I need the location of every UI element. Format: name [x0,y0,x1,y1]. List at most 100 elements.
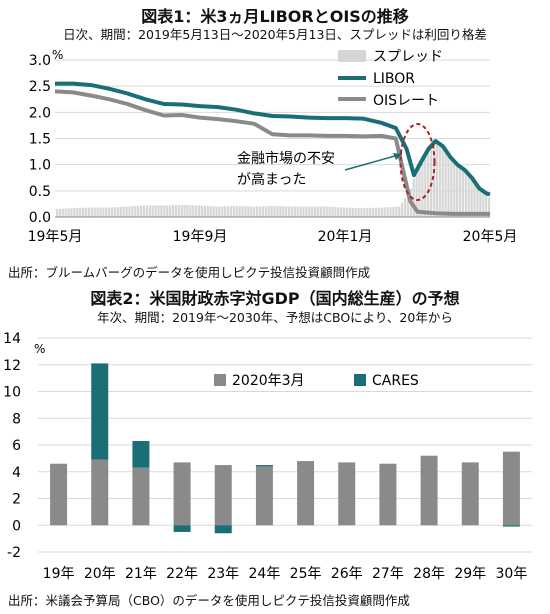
chart1-spread-bar [334,207,337,217]
chart2-bar-base [214,465,232,526]
chart1-xtick-label: 20年5月 [463,229,518,245]
chart1-spread-bar [183,205,186,217]
chart1-legend-label-libor: LIBOR [373,71,415,87]
chart1-spread-bar [406,194,409,217]
chart1-spread-bar [447,151,450,217]
chart1-ytick-label: 2.5 [29,79,51,95]
chart1-spread-bar [229,206,233,217]
chart1-spread-bar [84,207,88,217]
chart1-title: 図表1：米3ヵ月LIBORとOISの推移 [141,7,409,26]
chart2-ytick-label: -2 [7,545,21,561]
chart1-spread-bar [351,207,354,217]
chart1-spread-bar [308,206,311,217]
chart1-spread-bar [450,156,453,217]
chart2-xtick-label: 19年 [43,566,75,582]
chart1-spread-bar [479,187,482,217]
chart1-spread-bar [270,206,273,217]
chart1-ytick-label: 0.5 [29,184,51,200]
chart1-spread-bar [64,208,67,217]
chart1-spread-bar [380,207,383,217]
chart1-spread-bar [322,206,325,217]
chart1-spread-bar [395,206,398,217]
chart1-spread-bar [360,208,363,217]
chart1-spread-bar [241,206,244,217]
chart1-spread-bar [369,207,372,217]
chart1-spread-bar [93,207,96,217]
chart1-spread-bar [383,207,386,217]
chart1-spread-bar [485,194,488,217]
chart2-source: 出所：米議会予算局（CBO）のデータを使用しピクテ投信投資顧問作成 [8,593,410,608]
chart1-spread-bar [293,206,296,217]
chart1-ytick-label: 2.0 [29,105,51,121]
chart2-xtick-label: 25年 [290,566,322,582]
chart1-spread-bar [372,207,375,217]
chart1-spread-bar [96,207,99,217]
chart1-spread-bar [99,207,102,217]
chart1-spread-bar [195,205,198,217]
chart1-spread-bar [276,206,279,217]
chart1-spread-bar [108,207,111,217]
chart1-spread-bar [221,206,224,217]
chart1-spread-bar [331,206,334,217]
chart1-spread-bar [377,207,380,217]
chart1-spread-bar [345,207,349,217]
chart1-spread-bar [398,206,401,217]
chart1-ytick-label: 1.0 [29,158,51,174]
chart1-legend-label-spread: スプレッド [373,49,443,65]
chart1-spread-bar [247,206,250,217]
chart1-spread-bar [305,206,308,217]
chart2-legend-label-base: 2020年3月 [232,373,305,389]
chart1-spread-bar [119,206,122,217]
chart1-spread-bar [82,207,85,217]
chart1-spread-bar [58,208,61,217]
chart2-title: 図表2：米国財政赤字対GDP（国内総生産）の予想 [90,289,460,308]
chart1-spread-bar [76,207,79,217]
chart1-spread-bar [224,206,227,217]
chart1-spread-bar [244,206,247,217]
chart1-spread-bar [473,179,476,217]
chart1-spread-bar [354,207,357,217]
chart1-spread-bar [186,205,189,217]
chart1-spread-bar [125,206,128,217]
chart1-ytick-label: 0.0 [29,210,51,226]
chart1-highlight-ellipse [399,123,436,202]
chart1-svg: 3.0 2.5 2.0 1.5 1.0 0.5 0.0% 19年5月 19年9月 20年1月 20年… [28,48,518,245]
chart2-bar-base [338,462,356,526]
chart1-spread-bar [282,206,285,217]
chart2-xtick-label: 27年 [372,566,404,582]
chart1-spread-bar [389,207,392,217]
chart1-spread-bar [180,204,183,217]
chart1-spread-bar [441,146,444,217]
chart2-bar-base [297,461,315,526]
chart1-spread-bar [363,208,366,217]
chart1-annotation-arrow [344,153,403,171]
chart2-ytick-label: 2 [12,492,21,508]
chart2-xtick-label: 26年 [331,566,363,582]
chart1-spread-bar [427,146,430,217]
chart1-xtick-label: 19年5月 [28,229,83,245]
chart1-spread-bar [113,207,117,217]
chart1-spread-bar [319,206,322,217]
chart1-spread-bar [438,144,441,217]
chart1-spread-bar [290,206,293,217]
chart2-legend-swatch-base [214,374,226,386]
chart1-spread-bar [435,144,438,217]
chart1-spread-bar [348,207,351,217]
chart2-xtick-label: 20年 [84,566,116,582]
chart1-spread-bar [456,162,459,217]
chart1-spread-bar [261,206,264,217]
chart1-spread-bar [299,206,302,217]
chart1-annotation-arrowhead [393,153,402,160]
chart1-libor-line [55,81,491,197]
chart1-spread-bar [366,207,369,217]
chart1-spread-bar [215,206,218,217]
chart1-spread-bar [238,206,241,217]
chart1-spread-bar [325,206,328,217]
chart2-ytick-label: 14 [3,331,21,347]
chart1-spread-bar [157,205,160,217]
chart1-spread-bar [145,205,148,217]
chart1-spread-bar [174,205,177,217]
chart1-spread-bar [218,206,221,217]
chart1-spread-bar [134,206,137,217]
chart2-ytick-label: 4 [12,465,21,481]
